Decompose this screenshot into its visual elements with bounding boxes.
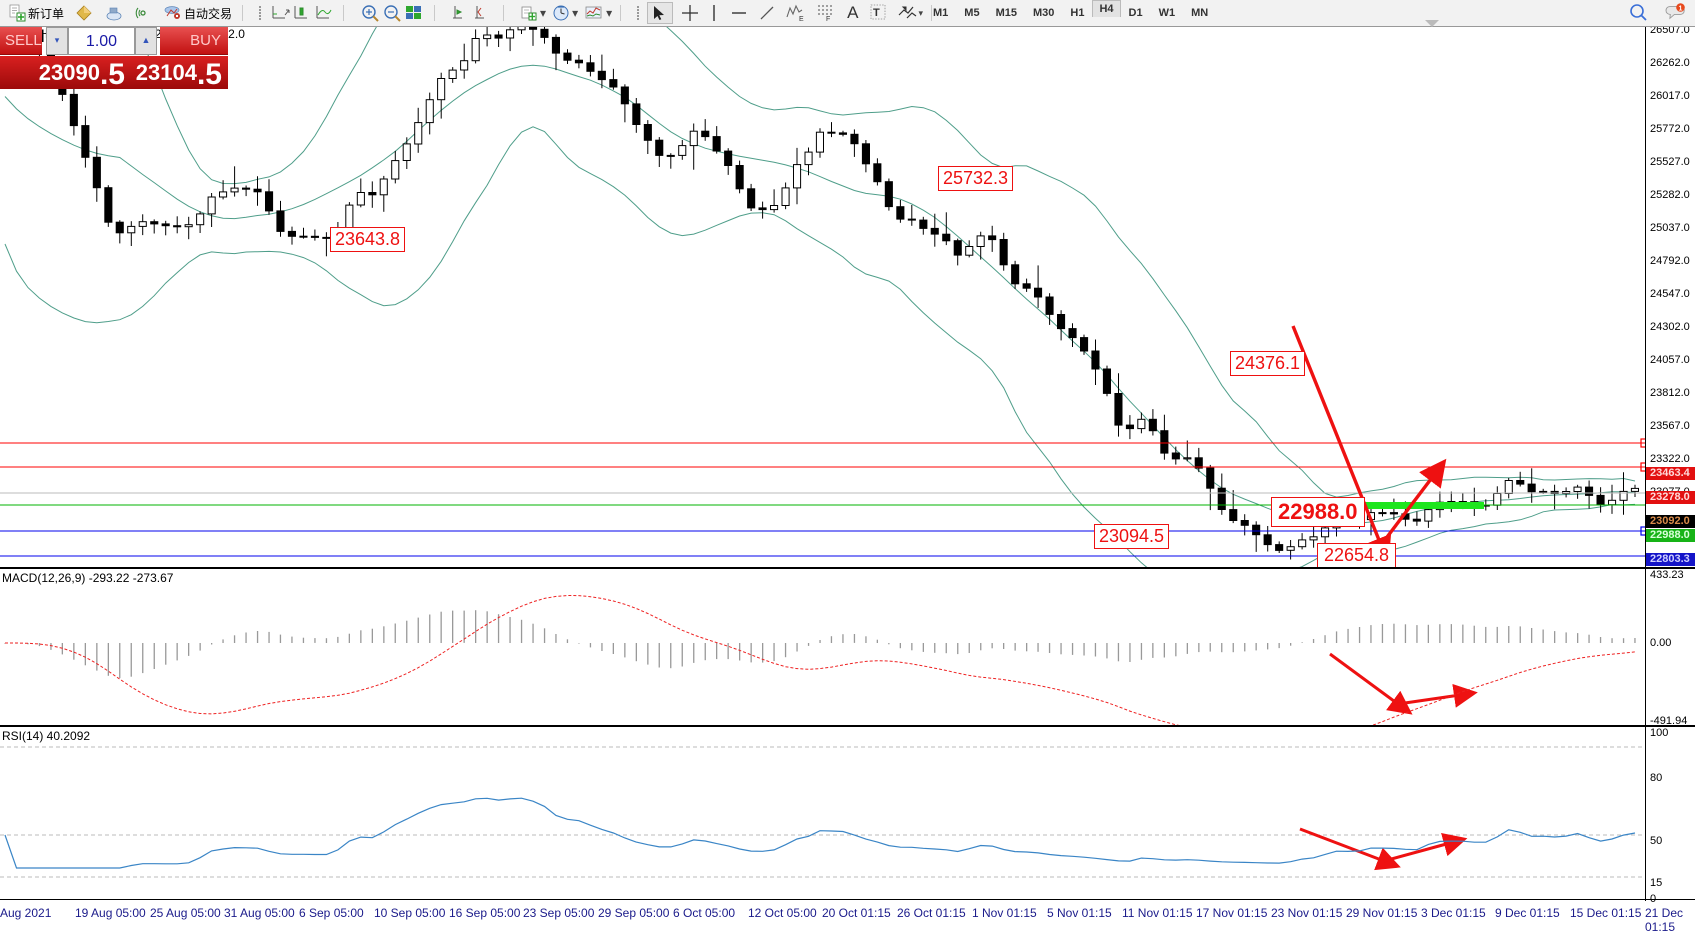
svg-text:T: T xyxy=(873,7,880,19)
svg-text:F: F xyxy=(826,16,830,22)
svg-text:E: E xyxy=(799,16,804,22)
